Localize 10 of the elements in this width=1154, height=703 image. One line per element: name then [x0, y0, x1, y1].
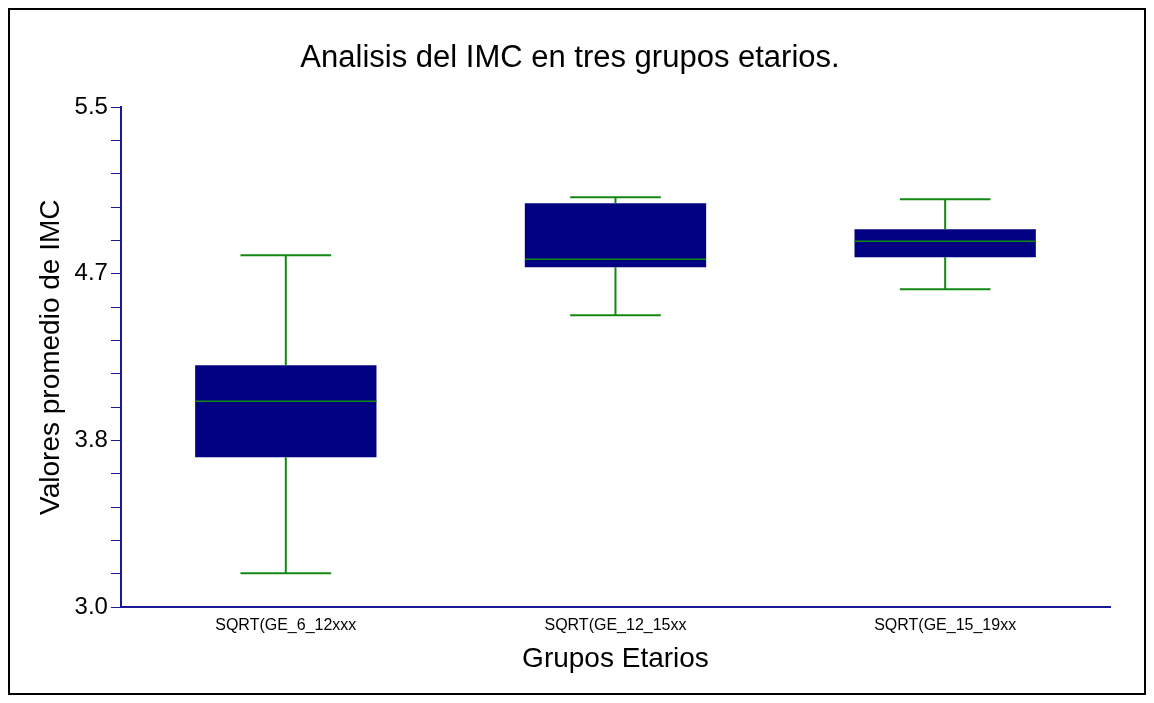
y-tick-label: 3.8	[74, 425, 108, 453]
x-axis-title: Grupos Etarios	[522, 641, 709, 673]
x-tick-label: SQRT(GE_12_15xx	[544, 616, 687, 635]
x-tick-label: SQRT(GE_6_12xxx	[215, 616, 357, 635]
y-tick-label: 4.7	[74, 258, 108, 286]
y-tick-label: 5.5	[74, 91, 108, 119]
y-axis-title: Valores promedio de IMC	[33, 199, 65, 515]
y-tick-label: 3.0	[74, 591, 108, 619]
chart-title: Analisis del IMC en tres grupos etarios.	[300, 39, 840, 75]
x-tick-label: SQRT(GE_15_19xx	[874, 616, 1017, 635]
